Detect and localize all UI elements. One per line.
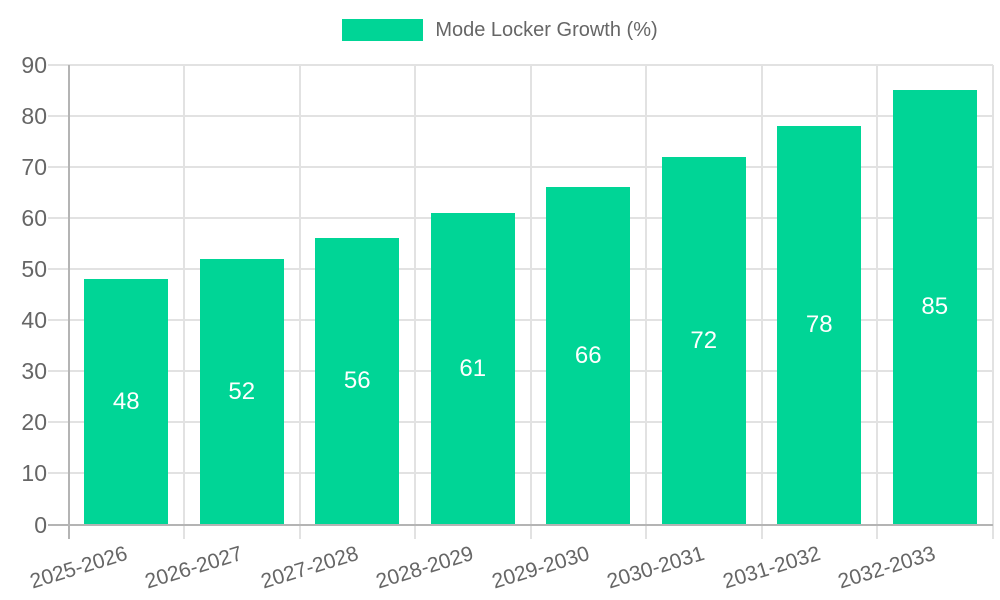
x-axis-tick [760, 524, 763, 539]
y-axis-line [67, 64, 70, 539]
x-axis-line [48, 523, 993, 526]
y-gridline [48, 114, 993, 117]
x-gridline [760, 64, 763, 525]
x-gridline [876, 64, 878, 525]
legend-swatch [342, 19, 424, 41]
y-gridline [48, 319, 993, 322]
x-axis-tick-label: 2026-2027 [142, 542, 246, 594]
x-axis-tick-label: 2028-2029 [373, 542, 477, 594]
x-gridline [414, 64, 416, 525]
bar-value-label: 48 [112, 387, 140, 415]
legend-item[interactable]: Mode Locker Growth (%) [342, 18, 658, 42]
x-axis-tick-label: 2029-2030 [489, 542, 592, 594]
y-axis-tick-label: 80 [21, 102, 47, 129]
x-axis-tick [183, 524, 185, 539]
bar-value-label: 78 [805, 311, 833, 339]
x-gridline [183, 64, 185, 525]
legend: Mode Locker Growth (%) [0, 18, 1000, 42]
legend-label: Mode Locker Growth (%) [435, 19, 658, 41]
y-gridline [48, 421, 993, 424]
y-axis-tick-label: 50 [21, 255, 47, 282]
y-gridline [48, 165, 993, 168]
bar[interactable]: 78 [777, 125, 862, 525]
y-axis-tick-label: 20 [21, 409, 47, 436]
x-axis-tick [991, 524, 994, 539]
y-axis-tick-label: 40 [21, 307, 47, 334]
bar-value-label: 61 [459, 354, 487, 382]
y-axis-tick-label: 0 [34, 511, 47, 538]
bar-value-label: 56 [343, 367, 371, 395]
bar[interactable]: 85 [892, 90, 977, 525]
x-axis-tick-label: 2031-2032 [720, 542, 823, 594]
x-gridline [298, 64, 301, 525]
y-axis-tick-label: 60 [21, 204, 47, 231]
bar-value-label: 85 [921, 293, 949, 321]
bar[interactable]: 48 [84, 279, 169, 525]
bar-value-label: 52 [228, 377, 256, 405]
y-gridline [48, 370, 993, 373]
x-axis-tick-label: 2027-2028 [258, 542, 361, 594]
y-gridline [48, 63, 993, 66]
bar[interactable]: 66 [546, 187, 631, 525]
y-axis-tick-label: 30 [21, 358, 47, 385]
bar-value-label: 72 [690, 326, 718, 354]
bar[interactable]: 61 [430, 212, 515, 525]
bar[interactable]: 52 [199, 258, 284, 525]
x-axis-tick [876, 524, 878, 539]
x-axis-tick-label: 2025-2026 [27, 542, 130, 594]
x-axis-tick [529, 524, 532, 539]
x-gridline [991, 64, 994, 525]
x-axis-tick [414, 524, 416, 539]
bar[interactable]: 72 [661, 156, 746, 525]
y-gridline [48, 267, 993, 270]
bar[interactable]: 56 [315, 238, 400, 525]
x-axis-tick [645, 524, 647, 539]
x-axis-tick-label: 2032-2033 [835, 542, 939, 594]
x-axis-tick-label: 2030-2031 [604, 542, 708, 594]
y-axis-tick-label: 90 [21, 51, 47, 78]
y-gridline [48, 216, 993, 219]
y-axis-tick-label: 70 [21, 153, 47, 180]
bar-value-label: 66 [574, 341, 602, 369]
y-axis-tick-label: 10 [21, 460, 47, 487]
x-gridline [645, 64, 647, 525]
y-gridline [48, 472, 993, 475]
x-axis-tick [298, 524, 301, 539]
x-gridline [529, 64, 532, 525]
